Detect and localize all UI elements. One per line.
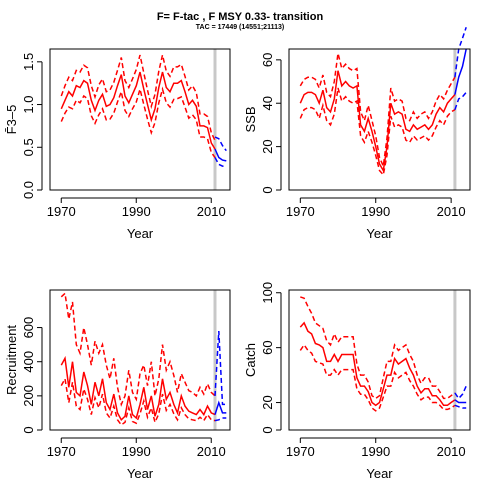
- chart-title: F= F-tac , F MSY 0.33- transition: [156, 11, 324, 23]
- plot-frame: [49, 48, 231, 191]
- y-axis-label: F̄3–5: [4, 105, 19, 135]
- x-axis-label: Year: [366, 226, 393, 241]
- plot-frame: [288, 48, 471, 191]
- projection-lower-line: [214, 157, 227, 168]
- y-tick-label: 20: [260, 395, 275, 409]
- y-tick-label: 0: [260, 426, 275, 433]
- plot-frame: [49, 289, 231, 431]
- projection-upper-line: [214, 136, 227, 152]
- x-tick-label: 1970: [286, 204, 315, 219]
- projection-median-line: [214, 148, 227, 162]
- historical-median-line: [60, 71, 216, 150]
- projection-lower-line: [454, 404, 467, 409]
- y-tick-label: 20: [260, 139, 275, 153]
- y-tick-label: 1.0: [21, 96, 36, 114]
- x-tick-label: 1990: [122, 204, 151, 219]
- x-tick-label: 1970: [286, 444, 315, 459]
- x-tick-label: 1990: [361, 444, 390, 459]
- y-tick-label: 60: [260, 53, 275, 67]
- projection-lower-line: [214, 417, 227, 422]
- historical-lower-line: [60, 376, 216, 426]
- projection-median-line: [454, 399, 467, 404]
- projection-upper-line: [454, 385, 467, 400]
- y-tick-label: 40: [260, 96, 275, 110]
- historical-upper-line: [300, 296, 456, 400]
- x-axis-label: Year: [366, 466, 393, 480]
- panel-2: 1970 1990 2010 Year 0 20 40 60 SSB: [243, 27, 471, 241]
- y-tick-label: 60: [260, 340, 275, 354]
- projection-upper-line: [214, 330, 227, 406]
- historical-upper-line: [60, 291, 216, 407]
- plot-frame: [288, 289, 471, 431]
- historical-upper-line: [299, 53, 456, 169]
- y-axis-label: Catch: [243, 343, 258, 377]
- y-tick-label: 0: [21, 426, 36, 433]
- y-tick-label: 1.5: [21, 53, 36, 71]
- historical-lower-line: [299, 343, 456, 412]
- x-tick-label: 1970: [47, 444, 76, 459]
- y-axis-label: SSB: [243, 106, 258, 132]
- x-tick-label: 1990: [122, 444, 151, 459]
- y-tick-label: 600: [21, 317, 36, 339]
- x-tick-label: 2010: [197, 444, 226, 459]
- x-axis-label: Year: [127, 466, 154, 480]
- x-tick-label: 1970: [47, 204, 76, 219]
- y-tick-label: 0.0: [21, 181, 36, 199]
- projection-lower-line: [454, 91, 467, 110]
- y-tick-label: 0: [260, 186, 275, 193]
- y-tick-label: 400: [21, 351, 36, 373]
- x-tick-label: 2010: [437, 204, 466, 219]
- chart-subtitle: TAC = 17449 (14551;21113): [195, 24, 285, 31]
- historical-median-line: [299, 321, 456, 407]
- historical-lower-line: [299, 87, 456, 177]
- y-tick-label: 200: [21, 385, 36, 407]
- x-tick-label: 2010: [437, 444, 466, 459]
- projection-upper-line: [454, 27, 467, 78]
- historical-median-line: [60, 355, 216, 422]
- x-tick-label: 2010: [197, 204, 226, 219]
- historical-upper-line: [60, 54, 216, 141]
- x-tick-label: 1990: [361, 204, 390, 219]
- y-axis-label: Recruitment: [4, 325, 19, 395]
- y-tick-label: 100: [260, 282, 275, 304]
- panel-1: 1970 1990 2010 Year 0.0 0.5 1.0 1.5 F̄3–5: [4, 48, 231, 241]
- panel-4: 1970 1990 2010 Year 0 20 60 100 Catch: [243, 282, 471, 480]
- y-tick-label: 0.5: [21, 138, 36, 156]
- projection-median-line: [454, 48, 467, 95]
- x-axis-label: Year: [127, 226, 154, 241]
- historical-median-line: [299, 70, 456, 173]
- historical-lower-line: [60, 86, 216, 158]
- projection-median-line: [214, 400, 227, 415]
